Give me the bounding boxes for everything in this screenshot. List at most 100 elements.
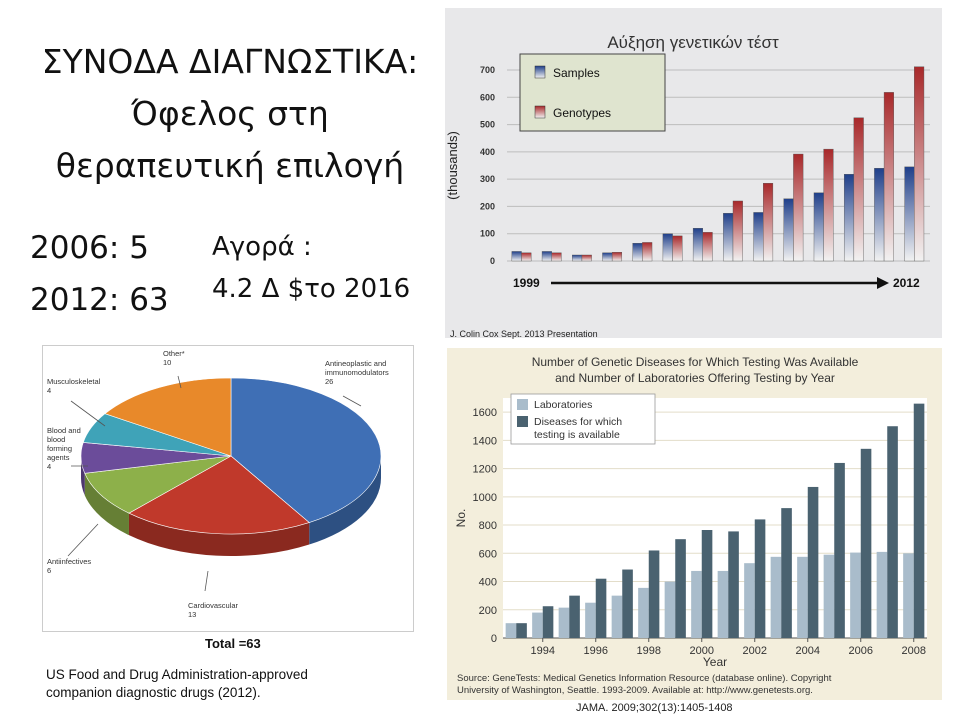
pie-slice (230, 377, 382, 523)
title-line-3: θεραπευτική επιλογή (55, 146, 405, 185)
legend-swatch (517, 416, 528, 427)
genotypes-bar (551, 252, 562, 262)
pie-label: forming (47, 444, 72, 453)
diseases-bar (622, 569, 633, 638)
laboratories-bar (823, 554, 835, 638)
genotypes-bar (823, 148, 834, 262)
pie-leader-line (177, 375, 182, 389)
x-tick-label: 2004 (796, 645, 820, 657)
y-tick-label: 1600 (473, 407, 497, 419)
legend-label: Diseases for which (534, 416, 622, 428)
pie-slice-side (309, 456, 381, 545)
genetic-diseases-chart-panel: Number of Genetic Diseases for Which Tes… (447, 348, 942, 700)
legend-swatch (517, 399, 528, 410)
samples-bar (511, 251, 522, 262)
y-tick-label: 0 (490, 256, 495, 266)
samples-bar (753, 212, 764, 262)
diseases-bar (595, 578, 607, 638)
pie-caption-line-1: US Food and Drug Administration-approved (46, 667, 308, 682)
market-line-2: 4.2 Δ $το 2016 (212, 274, 411, 304)
x-end-label: 2012 (893, 276, 920, 290)
diseases-bar (860, 448, 872, 638)
diseases-bar (701, 530, 713, 638)
source-top-right: J. Colin Cox Sept. 2013 Presentation (450, 329, 598, 339)
laboratories-bar (744, 563, 755, 638)
pie-label: Antineoplastic and (325, 359, 386, 368)
genotypes-bar (521, 252, 532, 262)
pie-label: Musculoskeletal (47, 377, 101, 386)
pie-leader-line (67, 523, 99, 557)
pie-caption: US Food and Drug Administration-approved… (46, 666, 366, 702)
legend-label: Laboratories (534, 399, 592, 411)
pie-slice-side (128, 513, 310, 556)
genetic-diseases-chart: Number of Genetic Diseases for Which Tes… (454, 355, 927, 696)
diseases-bar (807, 486, 819, 638)
x-tick-label: 1996 (584, 645, 608, 657)
legend-label: Samples (553, 66, 600, 80)
pie-label: Antiinfectives (47, 557, 91, 566)
samples-bar (723, 213, 734, 262)
title-line-2: Όφελος στη (131, 94, 329, 133)
genotypes-bar (853, 117, 864, 262)
samples-bar (541, 251, 552, 262)
source-line-1: Source: GeneTests: Medical Genetics Info… (457, 673, 832, 684)
laboratories-bar (797, 556, 808, 638)
diseases-bar (542, 606, 554, 638)
legend-label: Genotypes (553, 106, 611, 120)
laboratories-bar (691, 570, 702, 638)
market-line-1: Αγορά : (212, 232, 312, 262)
samples-bar (904, 166, 915, 262)
samples-bar (813, 192, 824, 262)
samples-bar (874, 168, 885, 262)
genotypes-bar (732, 200, 743, 262)
chart-title-line-2: and Number of Laboratories Offering Test… (555, 371, 835, 385)
title-line-1: ΣΥΝΟΔΑ ΔΙΑΓΝΩΣΤΙΚΑ: (41, 42, 419, 81)
chart-title-line-1: Number of Genetic Diseases for Which Tes… (532, 355, 859, 369)
laboratories-bar (558, 607, 570, 638)
pie-label: 4 (47, 386, 51, 395)
laboratories-bar (850, 552, 861, 638)
pie-label: 6 (47, 566, 51, 575)
y-tick-label: 600 (480, 92, 495, 102)
jama-reference: JAMA. 2009;302(13):1405-1408 (576, 702, 733, 714)
laboratories-bar (505, 623, 517, 638)
samples-bar (662, 233, 673, 262)
genotypes-bar (883, 92, 894, 262)
genotypes-bar (914, 66, 925, 262)
genotypes-bar (763, 183, 774, 262)
x-tick-label: 2008 (902, 645, 926, 657)
pie-label: 4 (47, 462, 51, 471)
x-axis-label: Year (703, 655, 727, 669)
genotypes-bar (672, 235, 683, 262)
y-tick-label: 300 (480, 174, 495, 184)
samples-bar (632, 243, 643, 262)
samples-bar (602, 252, 613, 262)
stat-2012: 2012: 63 (30, 282, 169, 318)
y-tick-label: 0 (491, 633, 497, 645)
genotypes-bar (611, 252, 623, 262)
pie-leader-line (204, 570, 209, 592)
pie-label: 26 (325, 377, 333, 386)
diseases-bar (516, 623, 527, 638)
pie-label: Blood and (47, 426, 81, 435)
genotypes-bar (581, 254, 592, 262)
laboratories-bar (664, 581, 676, 638)
genotypes-bar (642, 242, 653, 262)
y-tick-label: 500 (480, 120, 495, 130)
samples-bar (692, 228, 703, 262)
diseases-bar (675, 539, 686, 638)
legend-box (510, 393, 656, 445)
stat-2006: 2006: 5 (30, 230, 149, 266)
genetic-tests-chart-panel: Αύξηση γενετικών τέστ 0 100 200 300 400 500 600… (445, 8, 942, 338)
pie-slice (128, 455, 310, 535)
y-axis-label: No. (454, 509, 468, 528)
y-tick-label: 400 (479, 577, 497, 589)
diseases-bar (834, 462, 845, 638)
laboratories-bar (770, 556, 782, 638)
y-tick-label: 400 (480, 147, 495, 157)
diseases-bar (913, 403, 925, 638)
laboratories-bar (585, 602, 596, 638)
laboratories-bar (638, 587, 649, 638)
y-tick-label: 600 (479, 548, 497, 560)
y-tick-label: 700 (480, 65, 495, 75)
